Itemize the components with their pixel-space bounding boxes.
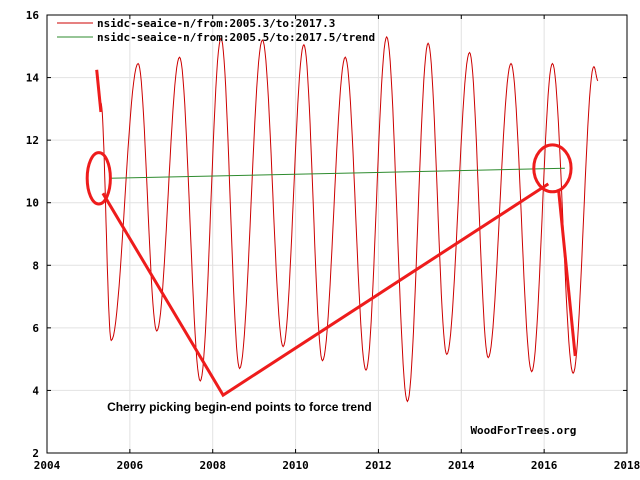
annotation-line xyxy=(95,69,103,113)
x-tick-label: 2012 xyxy=(365,459,392,472)
series-line-trend xyxy=(109,167,565,179)
plot-frame xyxy=(46,14,628,454)
series-line-seaice xyxy=(100,35,599,403)
y-tick-label: 14 xyxy=(26,72,40,85)
y-tick-label: 12 xyxy=(26,134,39,147)
y-tick-label: 4 xyxy=(32,384,39,397)
y-tick-label: 6 xyxy=(32,322,39,335)
x-tick-label: 2010 xyxy=(282,459,309,472)
legend-label-trend: nsidc-seaice-n/from:2005.5/to:2017.5/tre… xyxy=(97,31,375,44)
annotation-line xyxy=(101,182,550,398)
y-tick-label: 2 xyxy=(32,447,39,460)
y-tick-label: 10 xyxy=(26,197,39,210)
series-lines xyxy=(100,35,599,403)
x-tick-label: 2008 xyxy=(199,459,226,472)
y-tick-label: 8 xyxy=(32,259,39,272)
annotation-circle xyxy=(85,151,112,206)
annotation-circle xyxy=(532,143,573,194)
x-tick-label: 2018 xyxy=(614,459,640,472)
x-tick-label: 2004 xyxy=(34,459,61,472)
annotation-line xyxy=(557,190,577,357)
annotation-marks xyxy=(85,69,577,398)
legend-label-seaice: nsidc-seaice-n/from:2005.3/to:2017.3 xyxy=(97,17,335,30)
axis-ticks: 2004 2006 2008 2010 2012 2014 2016 2018 2 4 6 8 10 12… xyxy=(26,9,640,472)
x-tick-label: 2016 xyxy=(531,459,558,472)
x-tick-label: 2006 xyxy=(117,459,144,472)
credit-text: WoodForTrees.org xyxy=(470,424,576,437)
legend: nsidc-seaice-n/from:2005.3/to:2017.3 nsi… xyxy=(57,17,375,44)
grid-lines xyxy=(47,15,627,453)
y-tick-label: 16 xyxy=(26,9,40,22)
annotation-text: Cherry picking begin-end points to force… xyxy=(107,400,372,414)
x-tick-label: 2014 xyxy=(448,459,475,472)
